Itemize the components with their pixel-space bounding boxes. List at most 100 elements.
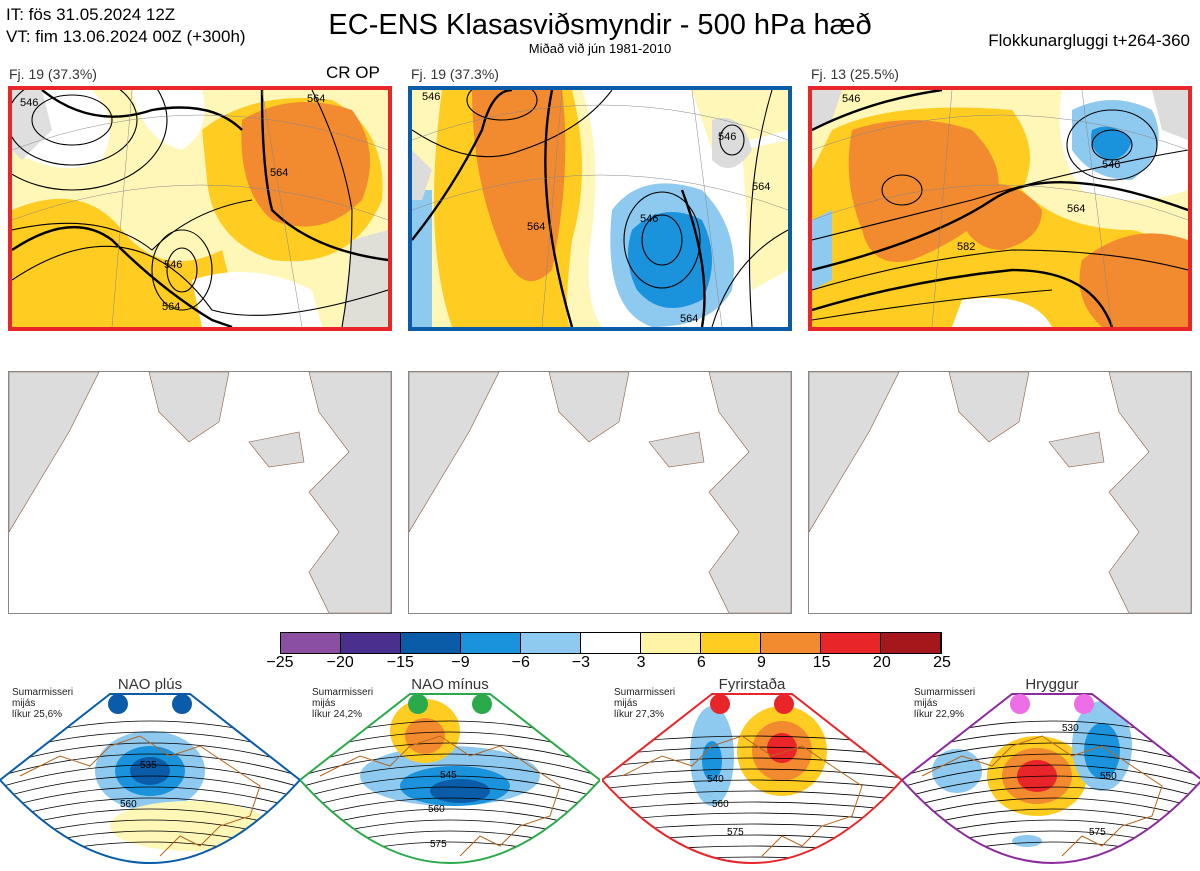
blank-map-1 — [8, 371, 392, 614]
sector-frame — [0, 693, 300, 864]
contour-label: 564 — [527, 221, 545, 233]
regime-sector-map: 545 560 575 — [300, 693, 600, 864]
regime-panel[interactable]: 535 560 NAO plús Sumarmisseri mijás líkur 25,… — [0, 676, 300, 871]
colorbar-tick-label: −9 — [451, 654, 470, 671]
initial-time: IT: fös 31.05.2024 12Z — [6, 5, 176, 24]
regime-sector-map: 540 560 575 — [602, 693, 902, 864]
regime-panel[interactable]: 530 550 575 Hryggur Sumarmisseri mijás líkur 2… — [902, 676, 1200, 871]
blank-map-2 — [408, 371, 792, 614]
colorbar-ticks: −25 −20 −15 −9 −6 −3 3 6 9 15 20 25 — [0, 654, 1200, 674]
anomaly-shading — [1012, 835, 1042, 847]
page-title: EC-ENS Klasasviðsmyndir - 500 hPa hæð — [328, 9, 872, 41]
colorbar-swatch — [401, 633, 461, 653]
coastline-map-1 — [9, 372, 391, 613]
colorbar-tick-label: 25 — [933, 654, 951, 671]
regime-marker-dot — [774, 694, 794, 714]
header-info: IT: fös 31.05.2024 12Z VT: fim 13.06.202… — [6, 4, 246, 48]
regime-marker-dot — [472, 694, 492, 714]
coastline — [319, 735, 561, 857]
colorbar-swatch — [521, 633, 581, 653]
contour-label: 535 — [140, 760, 157, 771]
height-contour — [602, 757, 902, 769]
cluster-map-1[interactable]: 546 564 564 564 546 — [8, 86, 392, 331]
regime-title: NAO mínus — [411, 676, 489, 693]
coastline-map-3 — [809, 372, 1191, 613]
contour-label: 546 — [20, 97, 38, 109]
height-contour — [602, 768, 902, 780]
anomaly-shading — [405, 718, 445, 754]
regime-marker-dot — [1010, 694, 1030, 714]
regime-title: Fyrirstaða — [718, 676, 786, 693]
height-contour — [602, 790, 902, 802]
contour-label: 540 — [707, 774, 724, 785]
height-contour — [0, 764, 300, 791]
regime-marker-dot — [108, 694, 128, 714]
panel-3-label: Fj. 13 (25.5%) — [811, 66, 899, 82]
height-contour — [602, 779, 902, 791]
regime-description: Sumarmisseri mijás líkur 27,3% — [614, 687, 676, 720]
regime-panel[interactable]: 545 560 575 NAO mínus Sumarmisseri mijás líkur… — [300, 676, 600, 871]
valid-time: VT: fim 13.06.2024 00Z (+300h) — [6, 27, 246, 46]
colorbar-swatch — [341, 633, 401, 653]
height-contour — [902, 753, 1200, 780]
height-contour — [902, 764, 1200, 791]
cluster-map-3[interactable]: 546 546 564 582 — [808, 86, 1192, 331]
regime-description: Sumarmisseri mijás líkur 24,2% — [312, 687, 374, 720]
colorbar-tick-label: 15 — [812, 654, 831, 671]
contour-label: 546 — [422, 91, 440, 103]
contour-label: 545 — [440, 770, 457, 781]
colorbar-swatch — [641, 633, 701, 653]
height-contour — [300, 775, 600, 802]
colorbar-tick-label: 3 — [636, 654, 646, 671]
colorbar-tick-label: −15 — [386, 654, 414, 671]
colorbar-swatch — [581, 633, 641, 653]
contour-label: 564 — [307, 93, 325, 105]
cluster-map-2[interactable]: 546 564 546 564 546 564 — [408, 86, 792, 331]
regime-marker-dot — [172, 694, 192, 714]
coastline — [621, 735, 863, 857]
anomaly-shading — [1084, 723, 1120, 779]
colorbar-swatch — [821, 633, 881, 653]
regime-description: Sumarmisseri mijás líkur 22,9% — [914, 687, 976, 720]
panel-1-label: Fj. 19 (37.3%) — [9, 66, 97, 82]
colorbar-tick-label: −25 — [266, 654, 294, 671]
contour-label: 530 — [1062, 723, 1079, 734]
panel-2-label: Fj. 19 (37.3%) — [411, 66, 499, 82]
colorbar-tick-label: −6 — [511, 654, 530, 671]
colorbar-swatch — [761, 633, 821, 653]
anomaly-shading — [430, 779, 490, 803]
sector-frame — [602, 693, 902, 864]
sector-frame — [902, 693, 1200, 864]
contour-label: 560 — [120, 799, 137, 810]
contour-label: 546 — [842, 93, 860, 105]
regime-marker-dot — [1074, 694, 1094, 714]
blank-map-3 — [808, 371, 1192, 614]
contour-label: 564 — [162, 301, 180, 313]
contour-label: 546 — [640, 213, 658, 225]
regime-marker-dot — [408, 694, 428, 714]
colorbar-swatch — [881, 633, 941, 653]
contour-label: 582 — [957, 241, 975, 253]
anomaly-shading — [130, 757, 170, 785]
height-contour — [0, 786, 300, 813]
regime-marker-dot — [710, 694, 730, 714]
panel-1-crop-label: CR OP — [326, 63, 380, 82]
contour-label: 546 — [1102, 159, 1120, 171]
colorbar — [280, 632, 942, 654]
contour-label: 550 — [1100, 771, 1117, 782]
page-subtitle: Miðað við jún 1981-2010 — [528, 41, 672, 56]
anomaly-map-1: 546 564 564 564 546 — [12, 90, 388, 327]
sector-frame — [300, 693, 600, 864]
colorbar-swatch — [461, 633, 521, 653]
anomaly-shading — [932, 749, 982, 793]
contour-label: 560 — [712, 799, 729, 810]
height-contour — [300, 764, 600, 791]
colorbar-tick-label: −3 — [571, 654, 591, 671]
height-contour — [602, 801, 902, 813]
contour-label: 575 — [430, 839, 447, 850]
contour-label: 564 — [270, 167, 288, 179]
contour-label: 564 — [752, 181, 770, 193]
contour-label: 546 — [164, 259, 182, 271]
regime-panel[interactable]: 540 560 575 Fyrirstaða Sumarmisseri mijás líku… — [602, 676, 902, 871]
height-contour — [902, 786, 1200, 813]
